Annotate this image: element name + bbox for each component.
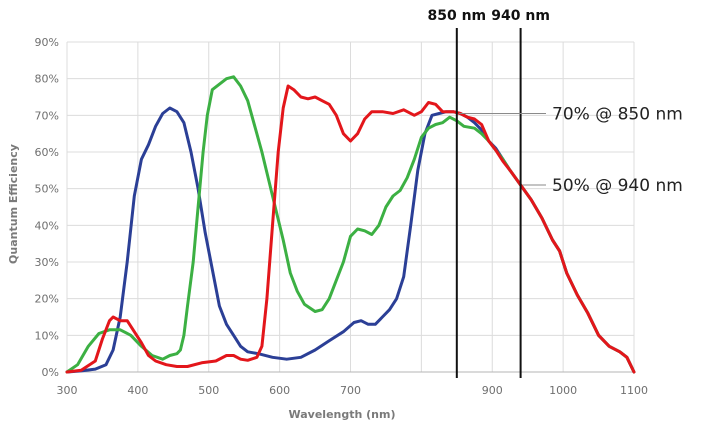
x-axis-ticks: 300 400 500 600 700 900 1000 1100 xyxy=(57,384,649,397)
x-tick-label: 1000 xyxy=(549,384,577,397)
annotations: 70% @ 850 nm 50% @ 940 nm xyxy=(458,105,683,196)
y-tick-label: 80% xyxy=(35,73,59,86)
y-tick-label: 10% xyxy=(35,329,59,342)
y-tick-label: 0% xyxy=(42,366,59,379)
y-tick-label: 20% xyxy=(35,293,59,306)
x-tick-label: 700 xyxy=(340,384,361,397)
y-tick-label: 40% xyxy=(35,219,59,232)
y-tick-label: 50% xyxy=(35,183,59,196)
y-tick-label: 30% xyxy=(35,256,59,269)
x-tick-label: 400 xyxy=(127,384,148,397)
marker-label-850: 850 nm xyxy=(427,8,486,24)
y-tick-label: 90% xyxy=(35,36,59,49)
annotation-label: 70% @ 850 nm xyxy=(552,105,683,125)
gridlines xyxy=(66,41,635,373)
y-tick-label: 70% xyxy=(35,109,59,122)
x-tick-label: 600 xyxy=(269,384,290,397)
x-tick-label: 300 xyxy=(57,384,78,397)
marker-label-940: 940 nm xyxy=(491,8,550,24)
annotation-label: 50% @ 940 nm xyxy=(552,176,683,196)
x-tick-label: 900 xyxy=(482,384,503,397)
series-lines xyxy=(65,75,636,374)
x-tick-label: 1100 xyxy=(620,384,648,397)
wavelength-markers: 850 nm 940 nm xyxy=(427,8,550,378)
y-tick-label: 60% xyxy=(35,146,59,159)
x-axis-label: Wavelength (nm) xyxy=(289,408,396,421)
x-tick-label: 500 xyxy=(198,384,219,397)
series-line-2 xyxy=(65,84,636,374)
y-axis-label: Quantum Efficiency xyxy=(7,144,20,264)
y-axis-ticks: 0% 10% 20% 30% 40% 50% 60% 70% 80% 90% xyxy=(35,36,59,379)
